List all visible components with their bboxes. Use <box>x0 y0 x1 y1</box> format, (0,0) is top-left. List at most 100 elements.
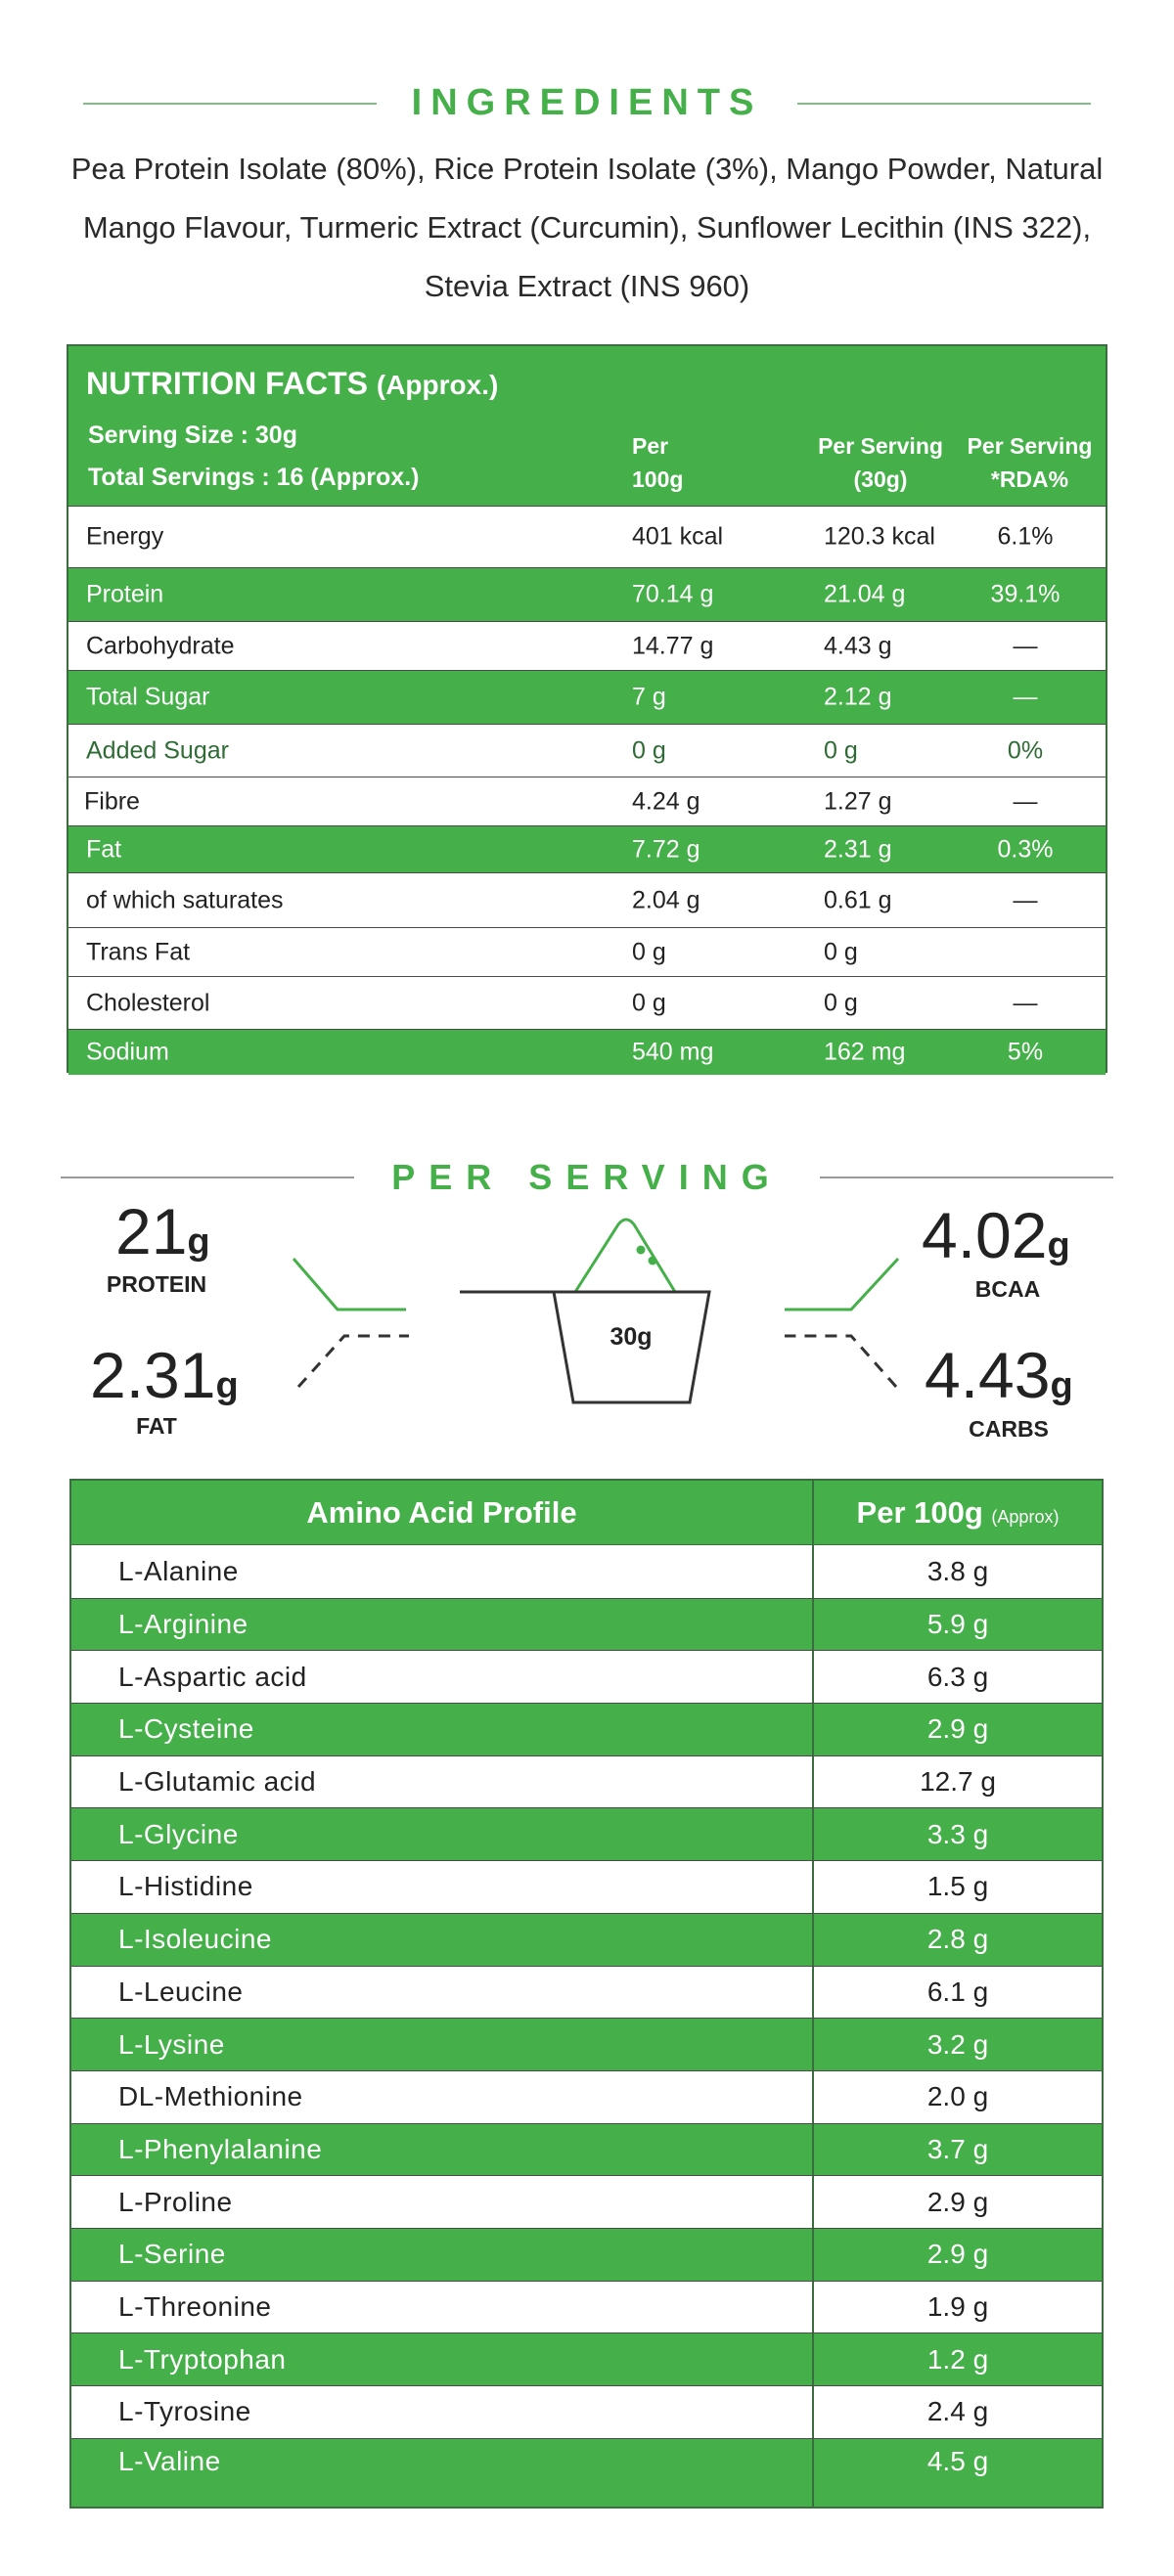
amino-name: L-Proline <box>118 2186 233 2217</box>
amino-value: 2.0 g <box>926 2081 989 2112</box>
amino-name: L-Cysteine <box>118 1713 254 1745</box>
nutrient-serving: 1.27 g <box>824 787 892 815</box>
table-row: of which saturates 2.04 g 0.61 g — <box>68 872 1106 927</box>
nutrient-per100: 0 g <box>632 989 666 1016</box>
nutrient-name: Protein <box>86 580 164 608</box>
table-row: DL-Methionine 2.0 g <box>71 2069 1102 2123</box>
carbs-connector <box>785 1334 898 1388</box>
amino-value: 3.8 g <box>926 1555 989 1586</box>
amino-name: L-Glutamic acid <box>118 1766 317 1798</box>
amino-name: DL-Methionine <box>118 2081 303 2112</box>
nutrient-rda: 5% <box>1007 1038 1044 1066</box>
protein-stat: 21g <box>115 1199 210 1264</box>
fat-unit: g <box>215 1365 239 1406</box>
table-row: L-Cysteine 2.9 g <box>71 1703 1102 1755</box>
amino-body: L-Alanine 3.8 g L-Arginine 5.9 g L-Asparti… <box>71 1545 1102 2507</box>
amino-name: L-Lysine <box>118 2028 225 2060</box>
table-row: L-Isoleucine 2.8 g <box>71 1912 1102 1966</box>
divider-left <box>82 102 377 105</box>
nutrient-rda: — <box>1013 683 1038 711</box>
bcaa-label: BCAA <box>974 1276 1041 1302</box>
amino-value: 4.5 g <box>926 2446 989 2477</box>
nutrient-serving: 2.31 g <box>824 835 892 863</box>
nutrient-per100: 4.24 g <box>632 787 700 815</box>
col-per100-line2: 100g <box>632 466 684 492</box>
table-row: Total Sugar 7 g 2.12 g — <box>68 670 1106 724</box>
nutrient-per100: 70.14 g <box>632 580 714 608</box>
carbs-label: CARBS <box>969 1416 1049 1442</box>
amino-name: L-Tryptophan <box>118 2343 287 2375</box>
divider-right <box>797 102 1092 105</box>
col-serving-line1: Per Serving <box>818 433 943 459</box>
carbs-unit: g <box>1050 1365 1073 1406</box>
nutrient-name: Trans Fat <box>86 938 191 965</box>
divider-right <box>819 1177 1113 1178</box>
amino-header: Amino Acid Profile Per 100g (Approx) <box>71 1481 1102 1545</box>
nutrient-rda: — <box>1013 632 1038 659</box>
nutrient-serving: 2.12 g <box>824 683 892 711</box>
protein-value: 21 <box>115 1195 188 1267</box>
nutrient-rda: 0.3% <box>997 835 1054 863</box>
table-row: Trans Fat 0 g 0 g <box>68 927 1106 976</box>
protein-connector <box>292 1258 406 1311</box>
nutrient-serving: 0 g <box>824 938 858 965</box>
table-row: L-Tryptophan 1.2 g <box>71 2332 1102 2385</box>
amino-value: 3.2 g <box>926 2028 989 2060</box>
amino-name: L-Phenylalanine <box>118 2133 323 2164</box>
table-row: L-Alanine 3.8 g <box>71 1545 1102 1598</box>
nutrient-name: Total Sugar <box>86 683 210 711</box>
powder-icon <box>573 1218 677 1293</box>
bcaa-connector <box>785 1257 900 1311</box>
nutrient-name: Energy <box>86 522 164 551</box>
nutrient-name: Added Sugar <box>86 736 229 764</box>
nutrient-rda: — <box>1013 989 1038 1016</box>
amino-name: L-Tyrosine <box>118 2396 251 2427</box>
ingredients-heading: INGREDIENTS <box>0 82 1174 124</box>
amino-name: L-Glycine <box>118 1818 239 1849</box>
nutrient-rda: 39.1% <box>990 580 1061 608</box>
table-row: L-Aspartic acid 6.3 g <box>71 1650 1102 1704</box>
nutrient-per100: 7 g <box>632 683 666 711</box>
scoop-diagram <box>292 1218 900 1404</box>
table-row: Fibre 4.24 g 1.27 g — <box>68 777 1106 825</box>
nutrient-rda: 6.1% <box>997 522 1054 551</box>
amino-name: L-Leucine <box>118 1976 244 2007</box>
table-row: Cholesterol 0 g 0 g — <box>68 976 1106 1029</box>
nutrition-title-text: NUTRITION FACTS <box>86 366 368 401</box>
table-row: L-Tyrosine 2.4 g <box>71 2385 1102 2438</box>
table-row: L-Arginine 5.9 g <box>71 1597 1102 1651</box>
protein-label: PROTEIN <box>106 1271 207 1297</box>
table-row: L-Histidine 1.5 g <box>71 1860 1102 1913</box>
amino-value: 2.8 g <box>926 1924 989 1955</box>
amino-header-name: Amino Acid Profile <box>306 1494 577 1530</box>
amino-name: L-Aspartic acid <box>118 1661 307 1692</box>
carbs-value: 4.43 <box>925 1339 1051 1411</box>
powder-dot-icon <box>648 1256 657 1266</box>
amino-value: 2.9 g <box>926 2239 989 2270</box>
scoop-label: 30g <box>610 1323 653 1351</box>
nutrient-serving: 4.43 g <box>824 632 892 659</box>
table-row: L-Valine 4.5 g <box>71 2437 1102 2507</box>
amino-value: 6.1 g <box>926 1976 989 2007</box>
nutrient-rda: — <box>1013 886 1038 913</box>
col-rda-line1: Per Serving <box>967 433 1093 459</box>
protein-unit: g <box>187 1221 210 1263</box>
nutrition-header: NUTRITION FACTS (Approx.) Serving Size :… <box>68 346 1106 506</box>
amino-value: 1.9 g <box>926 2290 989 2322</box>
nutrient-serving: 0.61 g <box>824 886 892 913</box>
scoop-cup-icon <box>552 1290 711 1404</box>
nutrient-rda: — <box>1013 787 1038 815</box>
ingredients-title: INGREDIENTS <box>411 82 763 123</box>
fat-stat: 2.31g <box>90 1343 239 1407</box>
col-per100-line1: Per <box>632 433 669 459</box>
amino-name: L-Alanine <box>118 1555 239 1586</box>
amino-name: L-Arginine <box>118 1609 248 1640</box>
table-row: Carbohydrate 14.77 g 4.43 g — <box>68 621 1106 670</box>
amino-value: 1.5 g <box>926 1871 989 1902</box>
table-row: L-Leucine 6.1 g <box>71 1965 1102 2019</box>
table-row: Fat 7.72 g 2.31 g 0.3% <box>68 825 1106 872</box>
nutrient-name: Fibre <box>84 787 140 815</box>
nutrition-title-suffix: (Approx.) <box>376 370 499 400</box>
serving-size: Serving Size : 30g <box>88 422 297 449</box>
table-row: L-Glycine 3.3 g <box>71 1807 1102 1861</box>
